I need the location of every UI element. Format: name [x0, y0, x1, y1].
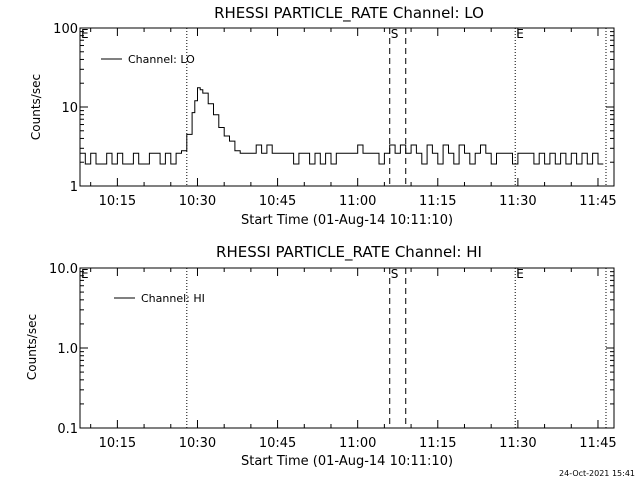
annotation-label: E — [516, 267, 524, 281]
chart-hi-ticks: 10:15 10:30 10:45 11:00 11:15 11:30 11:45 0.1 1.… — [49, 262, 617, 451]
x-tick-label: 11:30 — [499, 436, 536, 451]
chart-hi-title: RHESSI PARTICLE_RATE Channel: HI — [216, 243, 482, 262]
chart-lo-series-line — [80, 87, 604, 165]
y-tick-label: 1.0 — [57, 342, 78, 357]
chart-lo-legend-label: Channel: LO — [128, 53, 195, 66]
x-tick-label: 11:00 — [339, 436, 376, 451]
chart-hi-xlabel: Start Time (01-Aug-14 10:11:10) — [241, 454, 453, 469]
y-tick-label: 10 — [61, 101, 78, 116]
chart-lo-legend: Channel: LO — [101, 53, 195, 66]
x-tick-label: 10:15 — [99, 194, 136, 209]
y-tick-label: 0.1 — [57, 422, 78, 437]
y-tick-label: 10.0 — [49, 262, 78, 277]
chart-lo-ylabel: Counts/sec — [29, 74, 43, 140]
chart-hi-ylabel: Counts/sec — [25, 314, 39, 380]
chart-lo-title: RHESSI PARTICLE_RATE Channel: LO — [214, 4, 484, 23]
x-tick-label: 10:30 — [179, 436, 216, 451]
x-tick-label: 11:15 — [419, 194, 456, 209]
x-tick-label: 10:45 — [259, 436, 296, 451]
x-tick-label: 11:15 — [419, 436, 456, 451]
annotation-label: E — [81, 27, 89, 41]
x-tick-label: 10:15 — [99, 436, 136, 451]
chart-hi-legend-label: Channel: HI — [141, 292, 205, 305]
x-tick-label: 10:45 — [259, 194, 296, 209]
chart-lo-ticks: 10:15 10:30 10:45 11:00 11:15 11:30 11:45 1 10 10… — [53, 22, 617, 209]
x-tick-label: 11:45 — [579, 436, 616, 451]
x-tick-label: 11:45 — [579, 194, 616, 209]
annotation-label: E — [516, 27, 524, 41]
generation-timestamp: 24-Oct-2021 15:41 — [559, 469, 635, 478]
x-tick-label: 10:30 — [179, 194, 216, 209]
x-tick-label: 11:30 — [499, 194, 536, 209]
chart-lo: RHESSI PARTICLE_RATE Channel: LO E S E 10:… — [29, 4, 617, 228]
y-tick-label: 1 — [70, 180, 78, 195]
annotation-label: E — [81, 267, 89, 281]
chart-hi-legend: Channel: HI — [114, 292, 205, 305]
chart-hi: RHESSI PARTICLE_RATE Channel: HI E S E 10:… — [25, 243, 617, 469]
annotation-label: S — [391, 267, 399, 281]
y-tick-label: 100 — [53, 22, 78, 37]
x-tick-label: 11:00 — [339, 194, 376, 209]
chart-lo-xlabel: Start Time (01-Aug-14 10:11:10) — [241, 213, 453, 228]
annotation-label: S — [391, 27, 399, 41]
